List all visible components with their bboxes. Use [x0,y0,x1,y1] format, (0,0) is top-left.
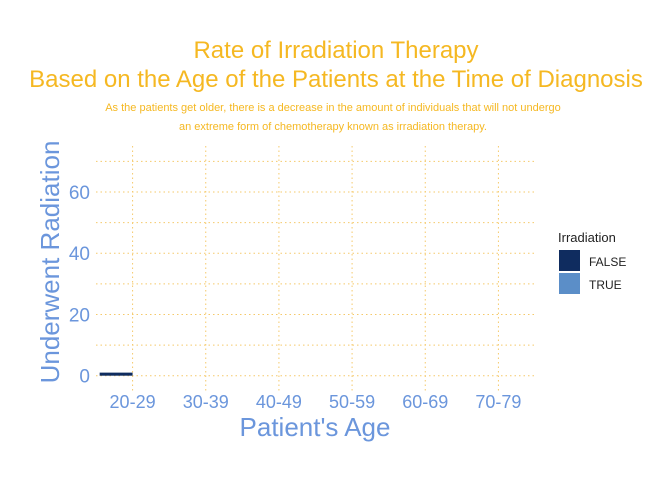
legend-label-false: FALSE [589,255,626,269]
legend-title: Irradiation [558,230,616,245]
x-axis-label: Patient's Age [240,412,391,442]
x-axis-ticks: 20-29 30-39 40-49 50-59 60-69 70-79 [110,392,522,412]
chart-title-line2: Based on the Age of the Patients at the … [29,66,643,93]
x-tick-label: 50-59 [329,392,375,412]
chart-subtitle-line1: As the patients get older, there is a de… [105,102,561,114]
y-tick-label: 60 [69,183,90,204]
legend-swatch-false [559,250,580,271]
y-axis-ticks: 0 20 40 60 [69,183,90,388]
x-tick-label: 40-49 [256,392,302,412]
x-tick-label: 60-69 [402,392,448,412]
x-tick-label: 70-79 [475,392,521,412]
legend-swatch-true [559,273,580,294]
grid [96,146,535,391]
x-tick-label: 20-29 [110,392,156,412]
x-tick-label: 30-39 [183,392,229,412]
legend: Irradiation FALSE TRUE [558,230,626,294]
legend-label-true: TRUE [589,278,622,292]
chart-title-line1: Rate of Irradiation Therapy [193,37,478,64]
y-tick-label: 20 [69,305,90,326]
y-axis-label: Underwent Radiation [35,141,65,384]
bar-false-20-29 [99,372,133,376]
y-tick-label: 40 [69,244,90,265]
bars [99,372,133,376]
y-tick-label: 0 [79,367,90,388]
chart-subtitle-line2: an extreme form of chemotherapy known as… [179,121,487,133]
